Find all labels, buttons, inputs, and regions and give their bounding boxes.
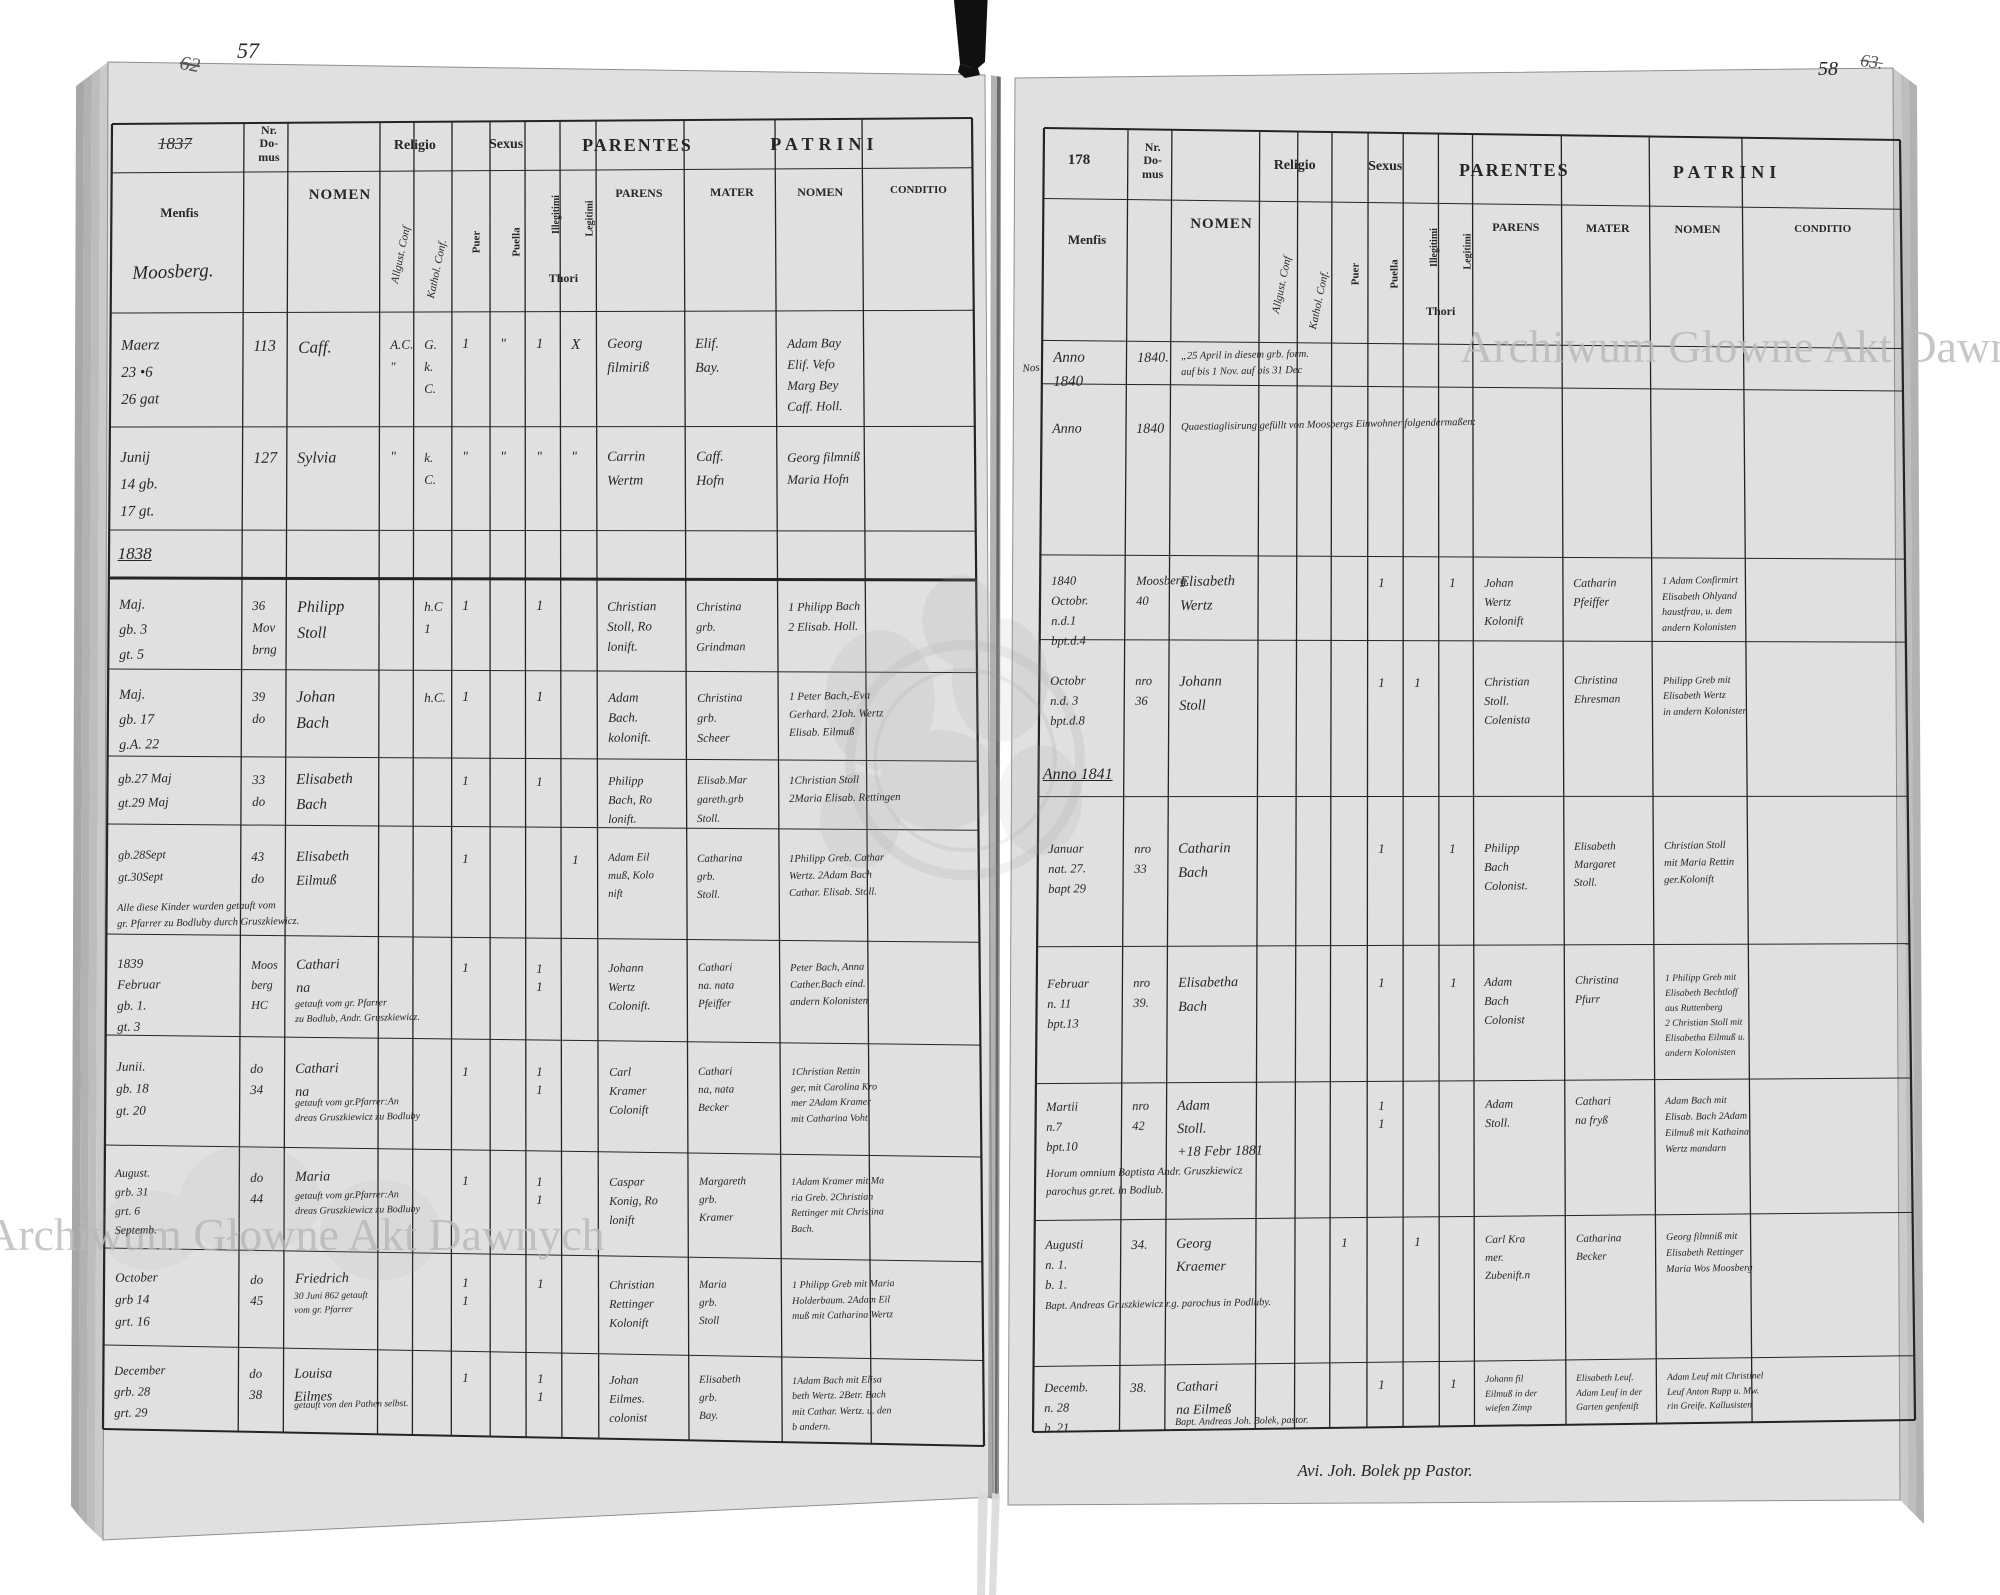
svg-text:Archiwum Głowne Akt Dawnych: Archiwum Głowne Akt Dawnych [1460,321,2000,372]
